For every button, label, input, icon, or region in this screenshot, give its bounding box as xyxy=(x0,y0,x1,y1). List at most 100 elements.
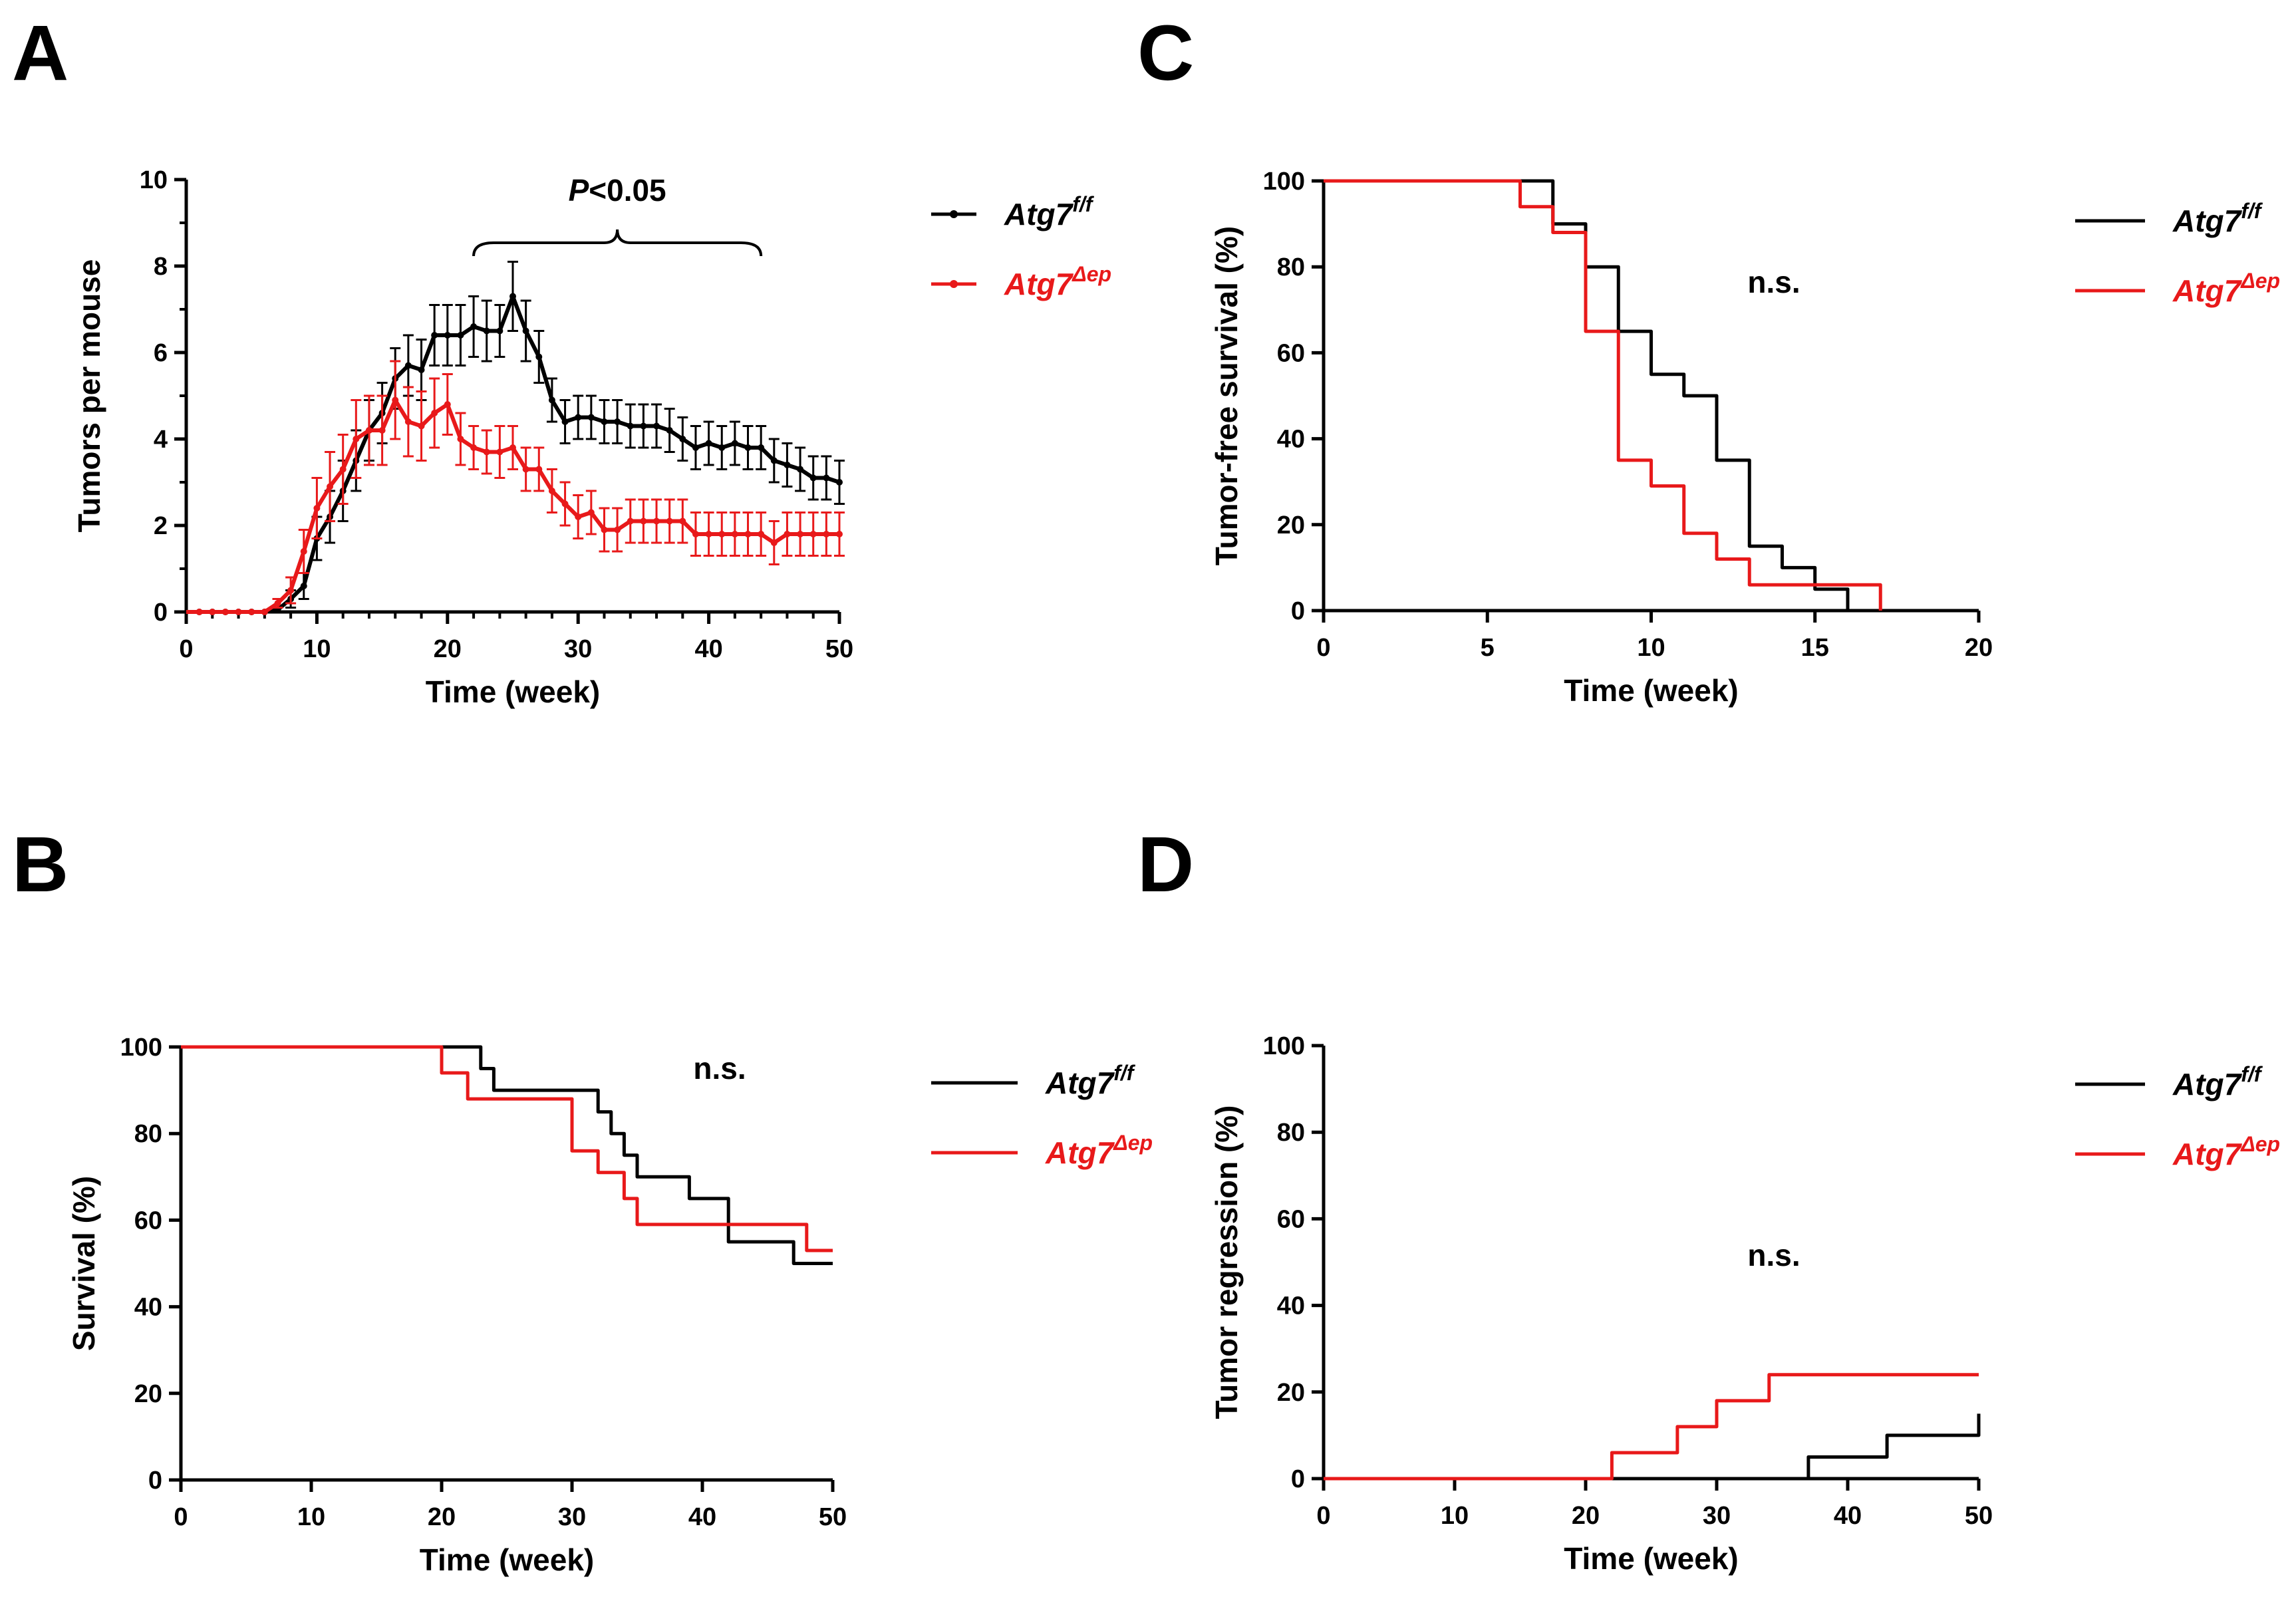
data-point-dep xyxy=(221,609,229,615)
data-point-dep xyxy=(392,396,399,404)
y-tick-label: 40 xyxy=(1277,1292,1305,1320)
x-tick-label: 20 xyxy=(428,1503,456,1531)
data-point-flox xyxy=(784,462,791,468)
data-point-dep xyxy=(601,526,608,533)
x-tick-label: 10 xyxy=(303,635,331,663)
data-point-dep xyxy=(196,609,203,615)
legend-sup: Δep xyxy=(1072,262,1111,286)
data-point-flox xyxy=(744,444,752,451)
chart-tumor-regression: 0 10 20 30 40 50 0 20 40 60 80 100 Time (week) Tumor … xyxy=(1209,1032,2280,1576)
data-point-dep xyxy=(575,513,582,520)
data-point-flox xyxy=(627,422,634,430)
data-point-dep xyxy=(235,609,242,615)
legend-sup: f/f xyxy=(2241,1062,2263,1086)
x-tick-label: 40 xyxy=(1834,1502,1862,1530)
legend-sup: f/f xyxy=(1072,192,1095,216)
legend-label-dep: Atg7Δep xyxy=(2172,1132,2280,1171)
data-point-dep xyxy=(705,531,712,537)
legend-marker-flox xyxy=(950,210,958,218)
legend-main: Atg7 xyxy=(1045,1066,1115,1100)
annotation-ns: n.s. xyxy=(693,1051,746,1086)
data-point-flox xyxy=(548,396,555,404)
legend-main: Atg7 xyxy=(2172,273,2243,308)
panel-letter-b: B xyxy=(12,821,69,909)
legend-main: Atg7 xyxy=(2172,1067,2243,1101)
data-point-dep xyxy=(809,531,817,537)
legend-label-flox: Atg7f/f xyxy=(1004,192,1095,231)
data-point-dep xyxy=(666,517,673,525)
data-point-dep xyxy=(548,488,555,494)
x-tick-label: 0 xyxy=(1316,634,1330,662)
x-tick-label: 10 xyxy=(1637,634,1665,662)
legend-main: Atg7 xyxy=(1004,267,1074,301)
x-tick-label: 15 xyxy=(1801,634,1829,662)
data-point-dep xyxy=(770,539,778,546)
legend-main: Atg7 xyxy=(1045,1135,1115,1170)
data-point-flox xyxy=(587,414,595,421)
series-line-dep xyxy=(181,1045,833,1252)
data-point-dep xyxy=(784,531,791,537)
data-point-flox xyxy=(535,353,543,361)
x-tick-label: 10 xyxy=(1441,1502,1469,1530)
data-point-dep xyxy=(561,500,569,508)
y-tick-label: 10 xyxy=(140,166,168,194)
legend-sup: f/f xyxy=(1113,1061,1136,1085)
legend-label-flox: Atg7f/f xyxy=(1045,1061,1136,1100)
y-tick-label: 80 xyxy=(1277,253,1305,281)
data-point-dep xyxy=(418,422,425,430)
data-point-flox xyxy=(705,440,712,447)
series-line-flox xyxy=(1324,1413,1981,1481)
data-point-flox xyxy=(575,414,582,421)
legend-main: Atg7 xyxy=(1004,197,1074,231)
series-flox xyxy=(1324,1413,1981,1481)
x-tick-label: 10 xyxy=(297,1503,325,1531)
x-axis-title: Time (week) xyxy=(1564,1541,1738,1576)
data-point-dep xyxy=(339,466,347,473)
data-point-dep xyxy=(483,448,490,456)
x-axis-title: Time (week) xyxy=(420,1542,594,1577)
data-point-dep xyxy=(535,466,543,473)
legend-label-dep: Atg7Δep xyxy=(1045,1131,1153,1170)
data-point-dep xyxy=(509,444,516,451)
legend-main: Atg7 xyxy=(2172,204,2243,238)
legend-marker-dep xyxy=(950,280,958,288)
y-tick-label: 20 xyxy=(1277,1379,1305,1407)
data-point-flox xyxy=(522,327,529,335)
legend-sup: Δep xyxy=(2240,269,2280,293)
y-tick-label: 6 xyxy=(154,339,168,367)
data-point-flox xyxy=(444,332,451,339)
data-point-dep xyxy=(640,517,647,525)
data-point-dep xyxy=(496,448,503,456)
y-axis-title: Survival (%) xyxy=(67,1176,101,1351)
data-point-dep xyxy=(261,609,268,615)
p-rest: <0.05 xyxy=(589,173,666,208)
legend-label-flox: Atg7f/f xyxy=(2172,199,2263,238)
panel-letter-c: C xyxy=(1137,9,1194,97)
data-point-dep xyxy=(587,509,595,516)
data-point-flox xyxy=(483,327,490,335)
y-tick-label: 20 xyxy=(134,1380,162,1408)
data-point-flox xyxy=(679,436,686,442)
x-tick-label: 20 xyxy=(1965,634,1993,662)
data-point-flox xyxy=(758,444,765,451)
annotation-ns: n.s. xyxy=(1747,1238,1800,1272)
y-tick-label: 40 xyxy=(134,1294,162,1322)
data-point-dep xyxy=(470,444,478,451)
data-point-dep xyxy=(653,517,660,525)
data-point-dep xyxy=(758,531,765,537)
data-point-dep xyxy=(313,505,321,511)
data-point-flox xyxy=(496,327,503,335)
y-tick-label: 60 xyxy=(1277,339,1305,367)
significance-bracket xyxy=(472,229,763,257)
data-point-dep xyxy=(744,531,752,537)
data-point-flox xyxy=(718,444,726,451)
data-point-dep xyxy=(679,517,686,525)
x-tick-label: 50 xyxy=(825,635,853,663)
data-point-dep xyxy=(378,427,386,434)
data-point-dep xyxy=(209,609,216,615)
y-tick-label: 8 xyxy=(154,253,168,281)
data-point-flox xyxy=(404,362,412,369)
y-tick-label: 60 xyxy=(134,1207,162,1235)
p-italic: P xyxy=(569,173,589,208)
